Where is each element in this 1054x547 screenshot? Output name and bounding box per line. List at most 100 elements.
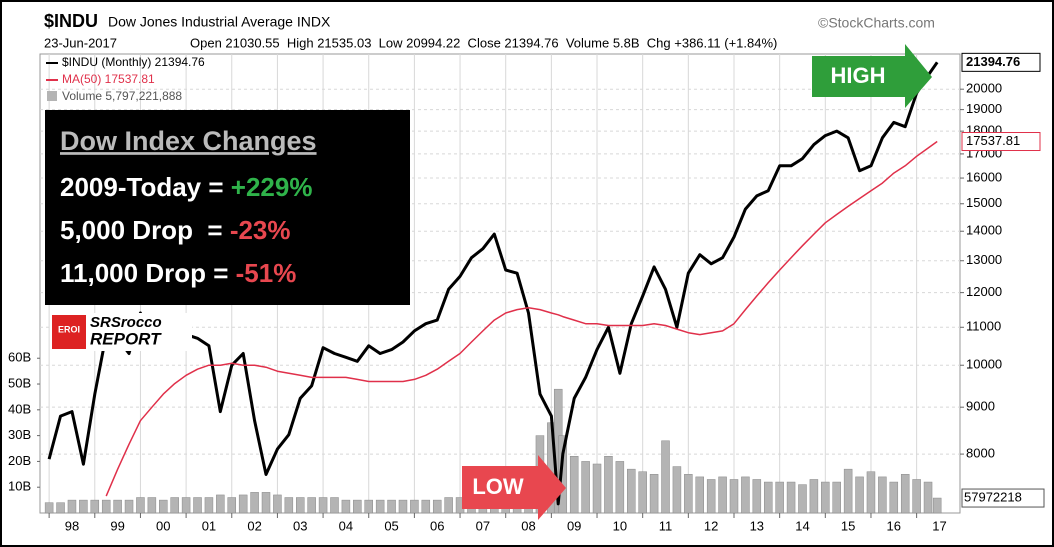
volume-bar [821,481,830,514]
volume-bar [900,474,910,514]
volume-bar [638,471,647,514]
volume-bar [147,497,157,514]
volume-bar [364,499,373,514]
volume-bar [878,476,887,514]
volume-bar [330,497,339,514]
info-label: 2009-Today = [60,172,231,202]
volume-bar [672,466,682,514]
low-arrow [462,455,566,520]
volume-bar [341,499,351,514]
volume-bar [775,481,784,514]
volume-bar [421,499,431,514]
last-value-box [961,132,1041,152]
volume-bar [56,502,65,514]
volume-bar [444,497,453,514]
info-row: 11,000 Drop = -51% [60,258,296,288]
y2-tick-label: 20B [8,453,31,468]
info-row: 5,000 Drop = -23% [60,215,291,245]
volume-bar [661,440,670,514]
volume-bar [786,481,796,514]
volume-bar [718,476,727,514]
y2-tick-label: 50B [8,375,31,390]
x-tick-label: 03 [293,518,307,533]
volume-bar [729,479,739,514]
last-value-box [961,52,1041,72]
volume-bar [809,479,819,514]
volume-bar [159,499,168,514]
legend-entry: $INDU (Monthly) 21394.76 [62,55,205,69]
volume-bar [101,499,111,514]
x-tick-label: 09 [567,518,581,533]
volume-bar [216,494,225,514]
volume-bar [695,476,704,514]
y-tick-label: 19000 [966,101,1002,116]
volume-bar [889,481,899,514]
volume-bar [227,497,237,514]
high-label: HIGH [831,63,886,88]
volume-bar [855,476,864,514]
volume-bar [706,479,716,514]
volume-bar [684,474,693,514]
y2-tick-label: 40B [8,401,31,416]
x-tick-label: 04 [339,518,353,533]
y-tick-label: 16000 [966,169,1002,184]
high-arrow [812,44,932,108]
legend-entry: MA(50) 17537.81 [62,72,155,86]
volume-bar [261,492,271,514]
volume-bar [798,484,807,514]
last-volume-label: 57972218 [964,489,1022,504]
x-tick-label: 13 [750,518,764,533]
volume-bar [912,479,921,514]
y-tick-label: 12000 [966,284,1002,299]
volume-bar [627,468,636,514]
date: 23-Jun-2017 [44,35,117,50]
volume-bar [136,497,145,514]
x-tick-label: 07 [476,518,490,533]
logo-text: SRSrocco [90,314,162,331]
volume-bar [193,497,202,514]
x-tick-label: 14 [795,518,809,533]
x-tick-label: 16 [887,518,901,533]
volume-bar [932,497,942,514]
y-tick-label: 11000 [966,319,1001,334]
volume-bar [273,494,282,514]
volume-bar [67,499,77,514]
info-title: Dow Index Changes [60,126,317,156]
info-label: 5,000 Drop = [60,215,230,245]
info-row: 2009-Today = +229% [60,172,312,202]
y-tick-label: 20000 [966,81,1002,96]
volume-bar [569,456,579,514]
info-value: -23% [230,215,291,245]
volume-bar [866,471,876,514]
volume-bar [604,456,613,514]
x-tick-label: 01 [202,518,216,533]
info-label: 11,000 Drop = [60,258,236,288]
volume-bar [204,497,214,514]
volume-bar [741,476,750,514]
x-tick-label: 15 [841,518,855,533]
quote: Open 21030.55 High 21535.03 Low 20994.22… [190,35,777,50]
volume-bar [284,497,294,514]
logo-text: REPORT [90,329,162,348]
x-tick-label: 08 [521,518,535,533]
volume-bar [410,499,419,514]
x-tick-label: 11 [659,518,673,533]
volume-bar [296,497,305,514]
y2-tick-label: 10B [8,479,31,494]
volume-bar [387,499,396,514]
volume-bar [375,499,385,514]
volume-bar [90,499,100,514]
y-tick-label: 8000 [966,446,995,461]
volume-bar [398,499,408,514]
x-tick-label: 99 [110,518,124,533]
y-tick-label: 10000 [966,357,1002,372]
x-tick-label: 00 [156,518,170,533]
volume-bar [432,499,442,514]
logo-badge-text: EROI [58,324,80,334]
volume-bar [649,474,659,514]
y2-tick-label: 30B [8,427,31,442]
volume-bar [250,492,259,514]
volume-bar [923,481,933,514]
legend-swatch [47,91,57,101]
volume-bar [318,497,328,514]
